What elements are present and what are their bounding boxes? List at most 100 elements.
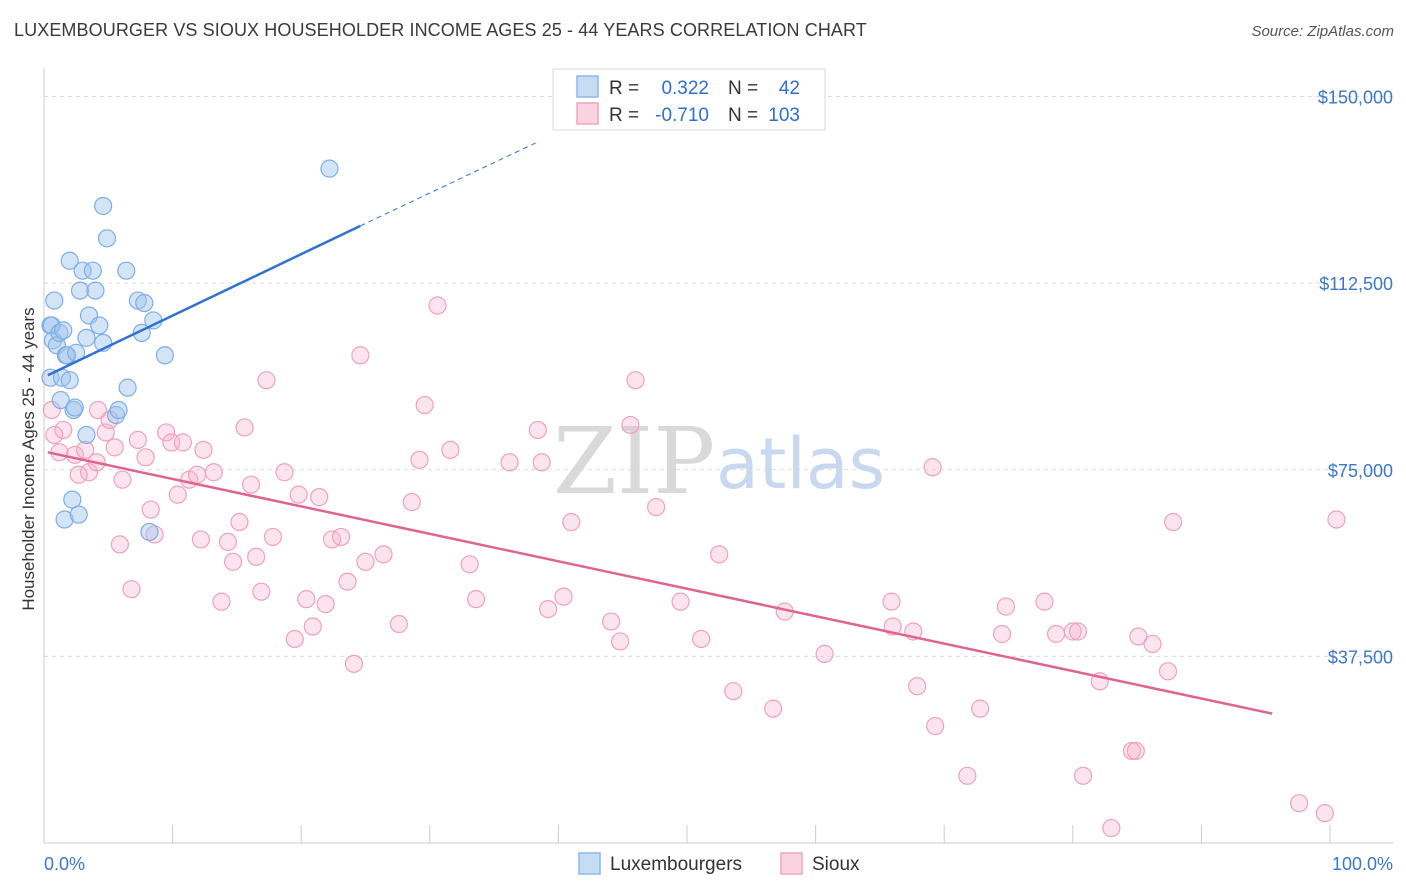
y-tick-label: $112,500 [1319,274,1393,294]
trend-line-luxembourgers-extension [360,140,540,227]
sioux-point [247,547,266,566]
bottom-legend-label-sioux: Sioux [812,854,860,875]
sioux-point [54,420,73,440]
sioux-point [460,555,479,574]
luxembourger-point [135,293,154,313]
sioux-point [218,532,237,552]
sioux-point [815,644,834,663]
sioux-point [136,448,155,467]
sioux-point [338,572,357,591]
sioux-point [724,682,743,701]
sioux-point [410,450,429,469]
y-tick-labels: $37,500 $75,000 $112,500 $150,000 [1318,88,1393,668]
luxembourger-point [70,281,90,300]
sioux-point [923,458,942,477]
sioux-point [1164,512,1183,532]
legend-n-label-2: N = [728,105,758,126]
legend-r-label-2: R = [609,105,639,126]
luxembourger-point [45,291,64,310]
sioux-point [310,488,329,507]
sioux-point [971,699,990,718]
luxembourger-point [69,505,88,524]
legend-r-value-2: -0.710 [655,105,709,126]
sioux-points [42,296,1346,838]
sioux-point [539,599,558,619]
axes [43,68,1393,844]
sioux-point [204,463,223,482]
luxembourger-point [77,425,96,445]
sioux-point [297,590,316,609]
sioux-point [105,438,124,457]
sioux-point [194,440,213,459]
sioux-point [528,420,547,440]
sioux-point [671,592,690,611]
sioux-point [42,400,61,420]
sioux-point [882,592,901,611]
sioux-point [428,296,447,315]
legend-r-value-1: 0.322 [661,78,709,99]
luxembourger-point [109,400,128,420]
sioux-point [168,485,187,504]
luxembourger-point [60,251,79,270]
sioux-point [235,418,254,437]
chart-title: LUXEMBOURGER VS SIOUX HOUSEHOLDER INCOME… [14,20,867,40]
luxembourger-point [86,281,105,300]
sioux-point [1126,741,1145,761]
sioux-point [611,632,630,651]
sioux-point [223,552,243,571]
sioux-point [441,440,460,459]
sioux-point [1063,622,1082,641]
x-tick-label-min: 0.0% [44,854,85,874]
trend-line-luxembourgers [47,224,361,377]
y-tick-label: $37,500 [1328,647,1393,667]
trend-lines [47,140,1273,715]
sioux-point [926,716,945,736]
luxembourger-point [83,261,102,280]
sioux-point [415,395,434,415]
trend-line-sioux [47,451,1273,715]
sioux-point [76,440,95,459]
luxembourger-point [118,378,137,397]
sioux-point [141,500,160,519]
bottom-legend-swatch-sioux [780,852,803,875]
luxembourger-point [73,261,92,280]
sioux-point [554,587,573,606]
sioux-point [331,527,351,547]
x-tick-labels: 0.0% 100.0% [44,854,1393,874]
sioux-point [79,463,99,482]
legend-n-label-1: N = [728,78,758,99]
sioux-point [710,545,729,564]
sioux-point [241,475,261,494]
legend: R = 0.322 N = 42 R = -0.710 N = 103 [552,68,826,131]
sioux-point [263,527,283,547]
sioux-point [1129,627,1148,646]
sioux-point [602,612,621,631]
luxembourger-point [60,371,79,390]
sioux-point [374,545,393,564]
watermark-zip: ZIP [553,408,715,515]
y-tick-label: $150,000 [1318,88,1393,108]
sioux-point [1143,634,1162,654]
sioux-point [173,433,192,452]
sioux-point [344,654,364,673]
sioux-point [992,624,1012,644]
sioux-point [88,400,108,420]
luxembourger-point [106,405,126,425]
y-axis-label: Householder Income Ages 25 - 44 years [19,307,38,610]
sioux-point [275,463,294,482]
y-tick-label: $75,000 [1328,461,1393,481]
legend-swatch-luxembourgers [576,75,599,98]
sioux-point [1046,624,1066,644]
sioux-point [1073,766,1093,785]
sioux-point [958,766,977,785]
sioux-point [285,629,304,649]
sioux-point [1290,794,1309,813]
source-credit: Source: ZipAtlas.com [1251,23,1394,40]
sioux-point [1315,804,1334,823]
sioux-point [157,423,176,442]
luxembourger-points [41,159,339,542]
sioux-point [252,582,271,601]
luxembourger-point [320,159,339,178]
sioux-point [908,677,927,696]
sioux-point [212,592,231,611]
